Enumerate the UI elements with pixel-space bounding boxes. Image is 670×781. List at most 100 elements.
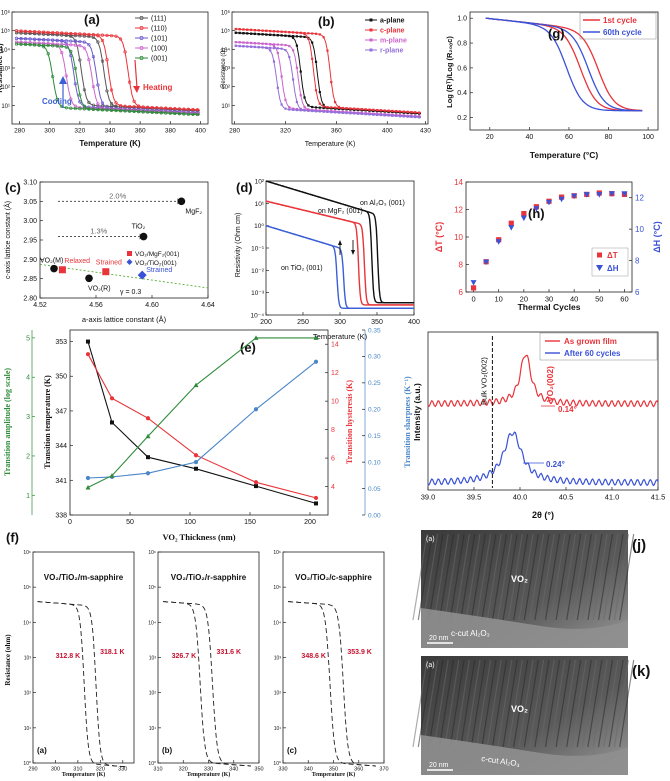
data-point	[28, 31, 32, 36]
data-point	[288, 106, 291, 109]
x-tick-label: 300	[44, 128, 55, 135]
data-point	[269, 29, 272, 33]
series-Transition hysteresis	[87, 353, 317, 499]
y-tick-label: 10⁻⁴	[251, 313, 265, 320]
data-point	[353, 107, 356, 110]
x-tick-label: 40.0	[513, 493, 528, 502]
data-point	[246, 45, 249, 48]
lattice-stripe	[603, 659, 619, 748]
cooling-temp-label: 348.6 K	[301, 653, 326, 660]
data-point	[303, 105, 306, 109]
data-point	[295, 44, 299, 47]
data-point	[257, 29, 260, 32]
data-point	[261, 46, 264, 49]
subplot-title: VO₂/TiO₂/c-sapphire	[295, 573, 372, 582]
panel-label: (f)	[6, 530, 19, 545]
panel-label: (d)	[236, 180, 253, 195]
data-point	[109, 396, 115, 401]
legend-label: m-plane	[380, 38, 407, 45]
data-point	[288, 55, 291, 59]
arrowhead	[351, 250, 355, 255]
lattice-stripe	[555, 659, 571, 748]
data-point	[333, 106, 337, 109]
data-point	[150, 110, 154, 114]
data-point	[246, 28, 249, 31]
data-point	[272, 43, 276, 46]
x-axis-label: 2θ (°)	[532, 510, 554, 520]
data-point	[105, 108, 109, 112]
data-point	[46, 52, 50, 56]
y2-axis-label: Transition hysteresis (K)	[345, 380, 354, 464]
data-point	[146, 110, 150, 114]
x-tick-label: 20	[486, 134, 494, 141]
arrowhead	[338, 240, 342, 245]
lattice-stripe	[539, 659, 555, 748]
data-point	[182, 112, 186, 116]
heating-arrow	[134, 59, 138, 89]
lattice-stripe	[592, 659, 608, 748]
x-tick-label: 280	[229, 128, 240, 135]
y-tick-label: 10⁴	[148, 620, 156, 626]
data-point	[109, 88, 114, 92]
data-point	[177, 112, 181, 116]
data-point	[42, 45, 46, 49]
data-point	[60, 42, 64, 46]
data-point	[470, 285, 477, 291]
x-tick-label: 330	[204, 767, 213, 773]
y-tick-label: 10¹	[274, 726, 282, 732]
lattice-stripe	[417, 533, 433, 621]
data-point	[299, 109, 302, 112]
x-tick-label: 20	[520, 295, 528, 304]
data-point	[87, 43, 91, 47]
data-point	[23, 37, 28, 41]
data-point	[139, 232, 148, 241]
data-point	[234, 27, 237, 31]
data-point	[19, 29, 23, 33]
data-point	[311, 32, 314, 35]
data-point	[193, 382, 199, 388]
panel-d: 200 250 300 350 400 10⁻⁴ 10⁻³ 10⁻² 10⁻¹ 10⁰ 10¹ 10²…	[235, 179, 420, 342]
data-point	[46, 32, 50, 36]
x-axis-label: Thermal Cycles	[518, 302, 581, 312]
y-tick-label: 10¹	[24, 726, 32, 732]
lattice-stripe	[619, 533, 635, 621]
y2-tick-label: 8	[331, 427, 335, 434]
y-axis-label: Log (Rᵀ)/Log (R₂₀ₒc)	[445, 36, 454, 108]
data-point	[37, 37, 41, 42]
y-tick-label: 8	[459, 260, 464, 269]
data-point	[118, 37, 123, 41]
y3-tick-label: 0.30	[368, 354, 381, 361]
data-point	[33, 37, 37, 41]
x-tick-label: 200	[304, 519, 316, 526]
panel-f: (f)Resistance (ohm)290 300 310 320 33010⁰10¹…	[4, 530, 389, 778]
series-cooling	[37, 601, 128, 768]
data-point	[313, 495, 319, 501]
data-point	[238, 44, 241, 48]
data-point	[118, 103, 123, 108]
data-point	[253, 407, 259, 412]
data-point	[87, 32, 91, 37]
data-point	[253, 29, 257, 32]
legend-box	[539, 332, 658, 361]
data-point	[326, 110, 329, 113]
tem-tag: (a)	[426, 536, 435, 543]
y-tick-label: 10⁰	[254, 223, 264, 230]
data-point	[82, 40, 86, 44]
data-point	[291, 107, 295, 110]
data-point	[402, 115, 405, 118]
data-point	[596, 192, 603, 198]
data-point	[191, 112, 195, 116]
lattice-stripe	[576, 659, 592, 748]
data-point	[311, 41, 314, 44]
y-tick-label: 353	[55, 339, 67, 346]
data-point	[37, 32, 41, 36]
data-point	[406, 110, 409, 114]
fit-line	[39, 263, 209, 289]
y-tick-label: 10⁶	[221, 10, 231, 17]
data-point	[128, 80, 132, 84]
data-point	[364, 113, 367, 116]
data-point	[60, 31, 64, 35]
data-point	[360, 108, 363, 111]
data-point	[82, 46, 86, 50]
